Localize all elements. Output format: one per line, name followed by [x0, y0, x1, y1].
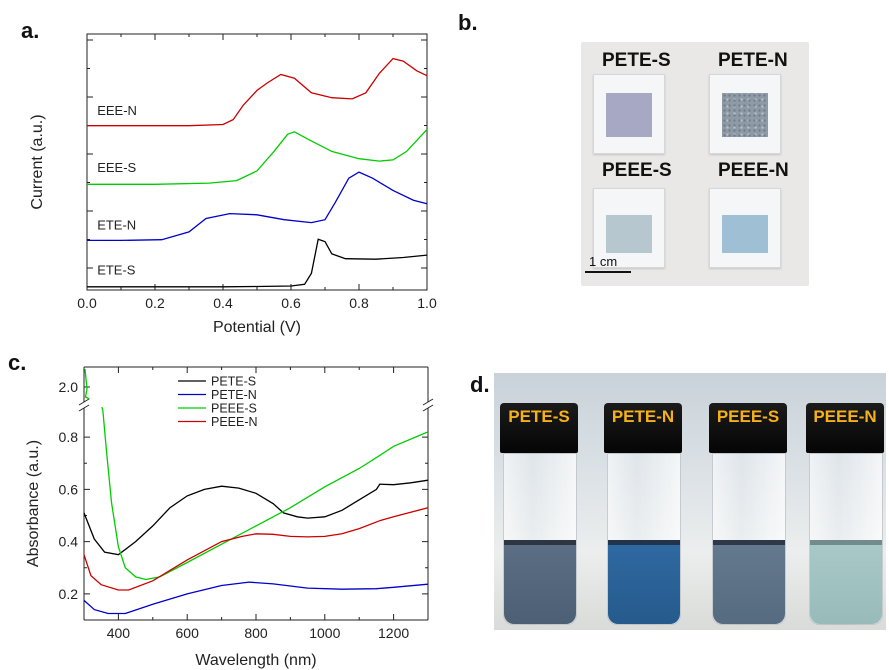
slide-pete-n — [709, 74, 781, 154]
panel-b-letter: b. — [458, 10, 478, 35]
scale-bar — [585, 271, 631, 273]
chart-c-break-b-0 — [78, 404, 90, 412]
chart-c-legend-label-2: PEEE-S — [211, 402, 257, 416]
film-pete-n — [722, 93, 768, 137]
panel-a-letter: a. — [21, 18, 40, 43]
chart-a-series-ete-n — [87, 171, 428, 242]
label-pete-n: PETE-N — [718, 50, 788, 71]
chart-a-curve-label-eee-s: EEE-S — [97, 160, 136, 175]
panel-c-letter: c. — [8, 350, 27, 375]
chart-a-xtick-label-4: 0.8 — [349, 295, 369, 311]
chart-c-break-a-1 — [422, 398, 434, 406]
chart-c-xtick-label-2: 800 — [244, 625, 268, 641]
chart-a-xtick-label-2: 0.4 — [213, 295, 233, 311]
chart-c-legend-label-1: PETE-N — [211, 388, 257, 402]
chart-c-ytick-label-0: 0.2 — [59, 586, 79, 602]
film-pete-s — [606, 93, 652, 137]
chart-a-frame — [86, 33, 428, 291]
chart-c-break-a-0 — [78, 398, 90, 406]
chart-a-series-eee-s — [87, 128, 428, 185]
cap-label-peee-n: PEEE-N — [813, 407, 877, 426]
cap-label-peee-s: PEEE-S — [716, 407, 780, 426]
chart-c-ylabel: Absorbance (a.u.) — [25, 440, 42, 567]
chart-a-series-ete-s — [87, 238, 428, 288]
vial-peee-n: PEEE-N — [806, 403, 884, 625]
slide-pete-s — [593, 74, 665, 154]
slide-peee-n — [709, 188, 781, 268]
chart-c-ytick-label-2: 0.6 — [59, 481, 79, 497]
chart-c-series-peee-s — [101, 406, 429, 581]
vial-peee-s: PEEE-S — [709, 403, 787, 625]
photo-d-vials: PETE-S PETE-N PEEE-S PEEE-N — [494, 373, 886, 630]
vial-pete-s: PETE-S — [500, 403, 578, 625]
chart-a-curve-label-ete-n: ETE-N — [97, 217, 136, 232]
chart-c-xtick-label-0: 400 — [107, 625, 131, 641]
chart-c-xlabel: Wavelength (nm) — [195, 652, 316, 669]
chart-a-xtick-label-1: 0.2 — [145, 295, 165, 311]
slide-peee-s — [593, 188, 665, 268]
cap-label-pete-s: PETE-S — [508, 407, 570, 426]
chart-c-series-peee-n — [83, 507, 429, 591]
chart-c-ytick-label-break: 2.0 — [59, 379, 79, 395]
chart-a-voltammograms: 0.0 0.2 0.4 0.6 0.8 1.0 Potential (V) Current (… — [29, 33, 437, 336]
chart-a-xtick-label-0: 0.0 — [77, 295, 97, 311]
scale-bar-label: 1 cm — [589, 254, 618, 269]
chart-a-xtick-label-5: 1.0 — [417, 295, 437, 311]
chart-c-series-pete-s — [83, 479, 429, 556]
chart-c-absorbance: 400 600 800 1000 1200 0.2 0.4 0.6 0.8 2.0 Waveleng… — [25, 366, 434, 669]
film-peee-n — [722, 215, 768, 253]
chart-c-xtick-label-1: 600 — [176, 625, 200, 641]
chart-a-curve-label-eee-n: EEE-N — [97, 103, 137, 118]
label-peee-s: PEEE-S — [602, 160, 672, 181]
chart-a-xlabel: Potential (V) — [213, 319, 301, 336]
vial-pete-n: PETE-N — [604, 403, 682, 625]
chart-c-legend-label-3: PEEE-N — [211, 415, 258, 429]
photo-b-films: PETE-S PETE-N PEEE-S PEEE-N 1 cm — [581, 42, 809, 286]
chart-c-ytick-label-3: 0.8 — [59, 429, 79, 445]
label-pete-s: PETE-S — [602, 50, 671, 71]
chart-a-series-eee-n — [87, 57, 428, 127]
label-peee-n: PEEE-N — [718, 160, 789, 181]
chart-c-series-pete-n — [83, 581, 429, 615]
chart-c-xtick-label-3: 1000 — [309, 625, 340, 641]
cap-label-pete-n: PETE-N — [611, 407, 675, 426]
chart-a-curve-label-ete-s: ETE-S — [97, 263, 136, 278]
chart-a-ylabel: Current (a.u.) — [29, 114, 46, 209]
panel-d-letter: d. — [470, 372, 490, 397]
chart-c-break-b-1 — [422, 404, 434, 412]
film-peee-s — [606, 215, 652, 253]
chart-c-ytick-label-1: 0.4 — [59, 534, 79, 550]
chart-c-xtick-label-4: 1200 — [378, 625, 409, 641]
chart-a-xtick-label-3: 0.6 — [281, 295, 301, 311]
chart-c-legend-label-0: PETE-S — [211, 375, 256, 389]
chart-c-series-peee-s-upper — [84, 368, 90, 400]
